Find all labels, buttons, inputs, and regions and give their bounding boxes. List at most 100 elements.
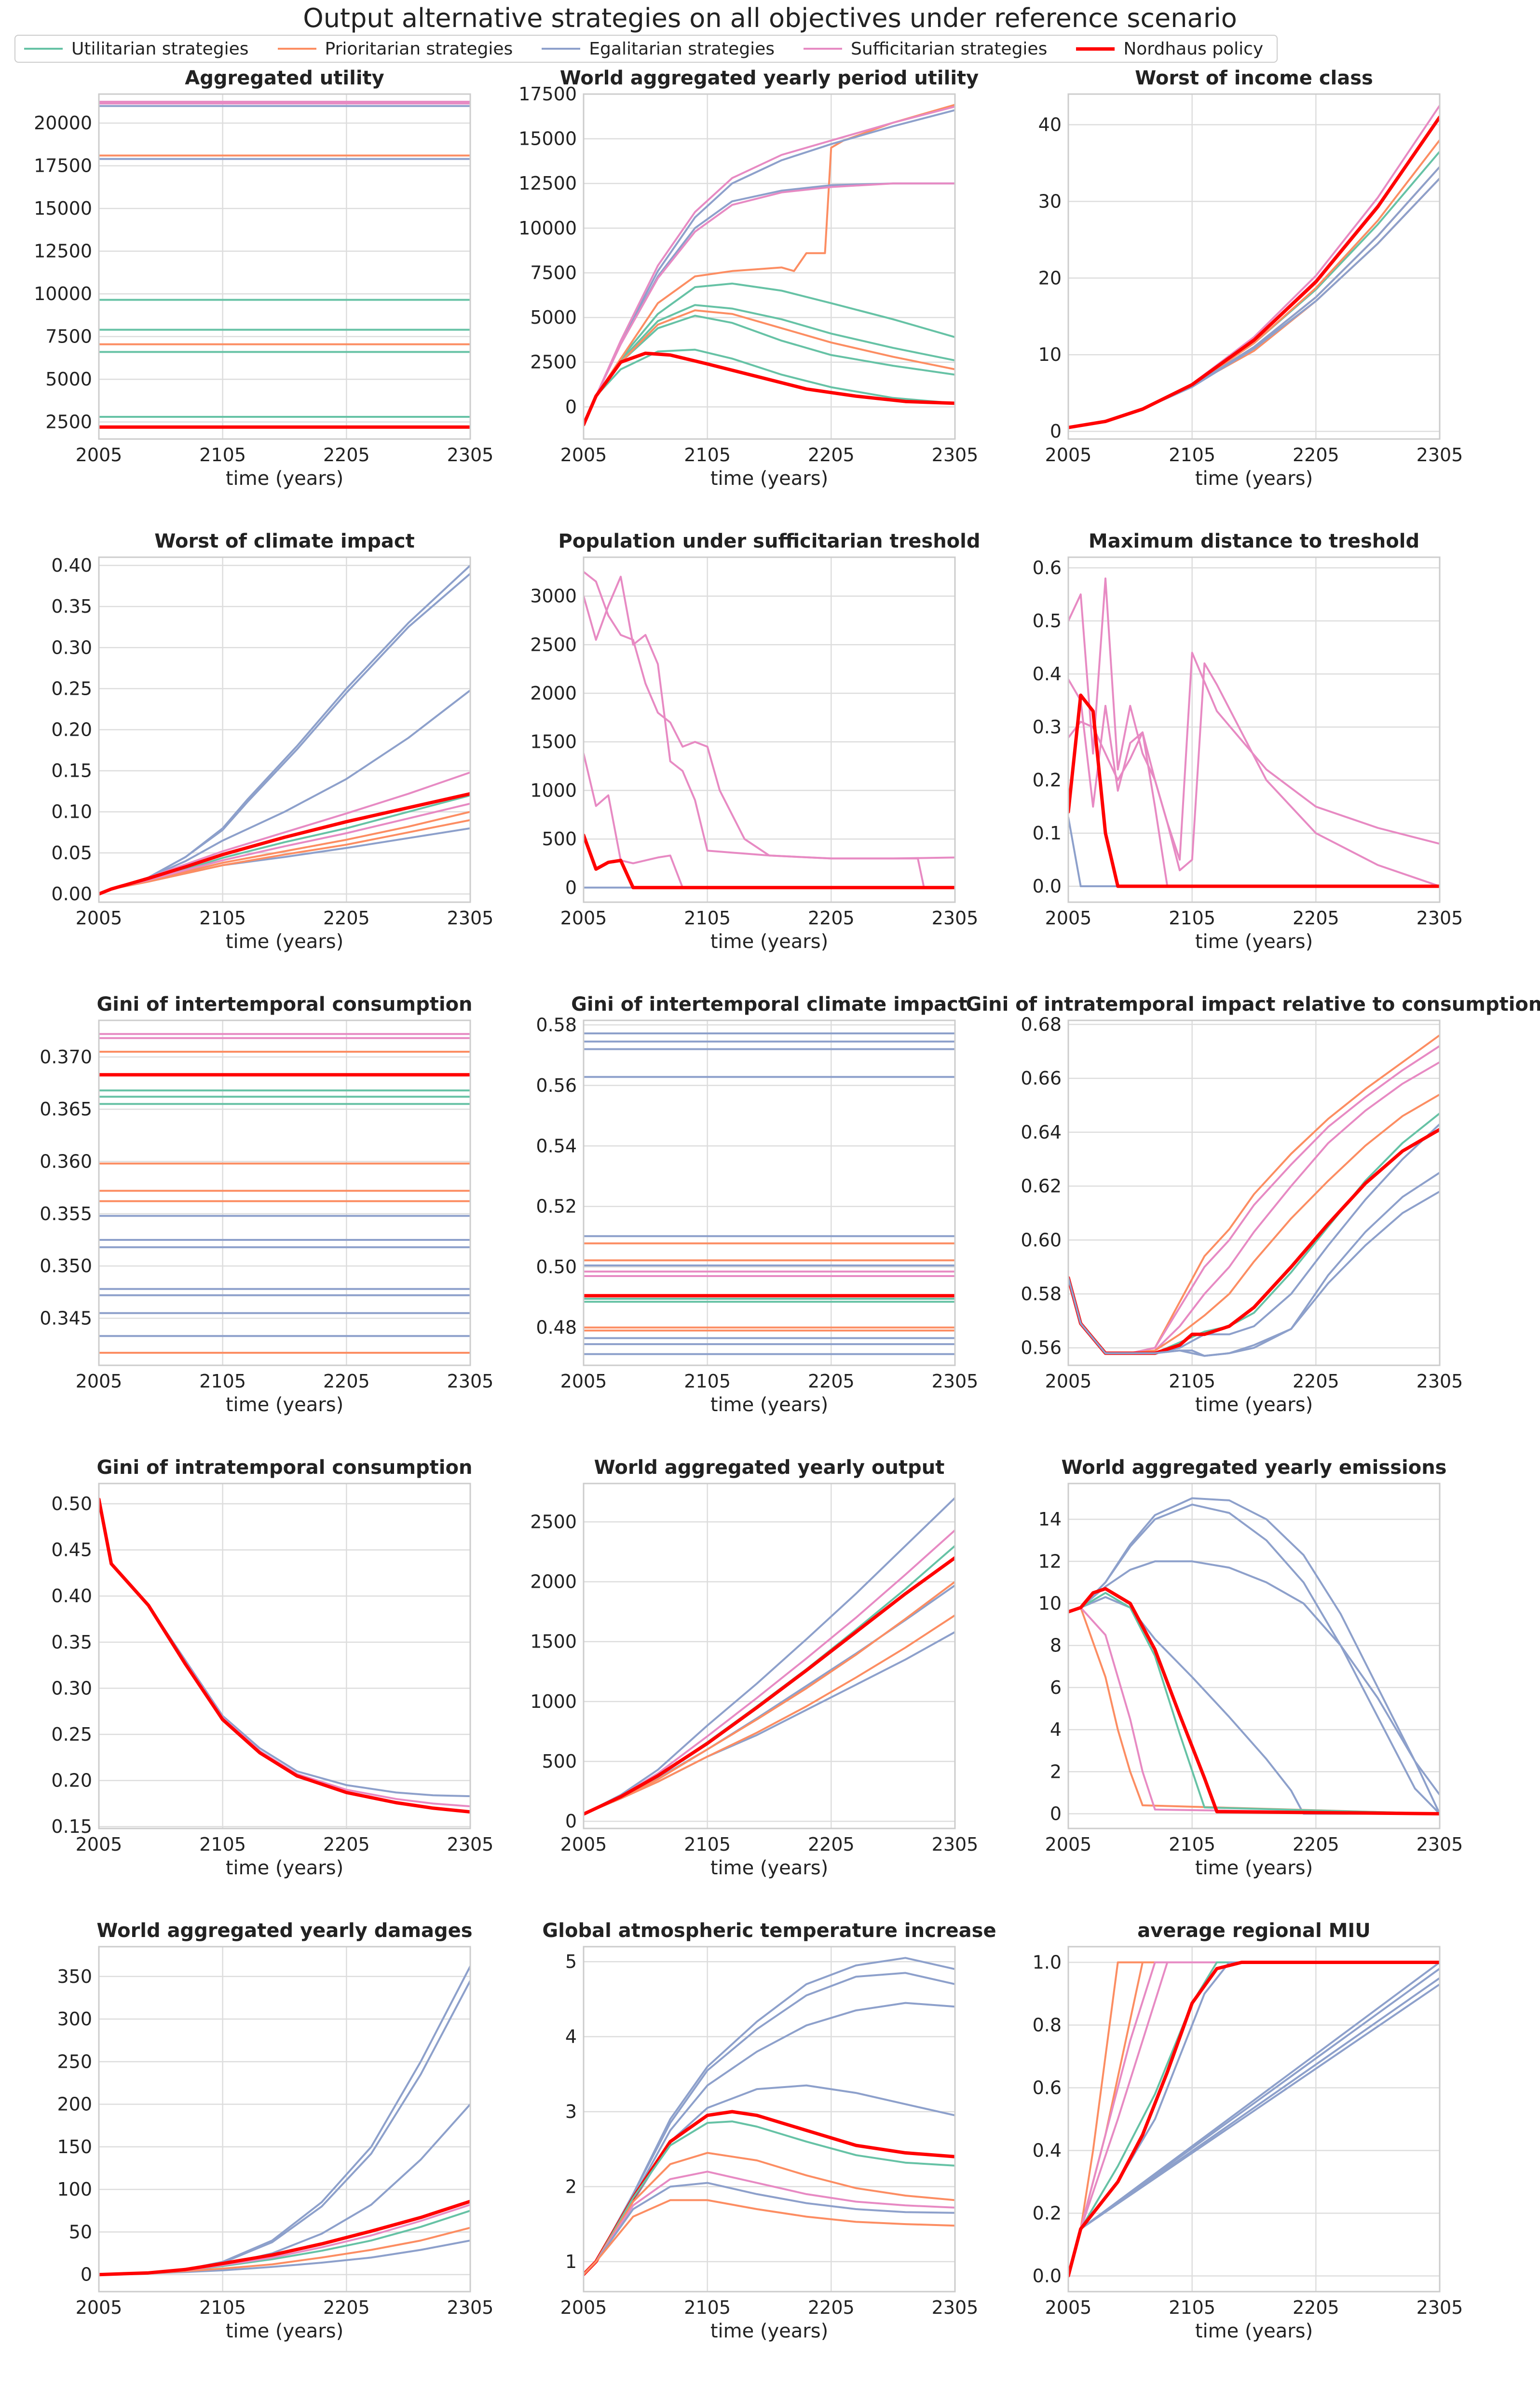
x-tick-label: 2305 (447, 444, 494, 466)
x-axis-label: time (years) (710, 467, 828, 490)
x-axis-label: time (years) (710, 2320, 828, 2342)
y-tick-label: 3000 (530, 586, 577, 607)
series-line (1068, 1983, 1440, 2277)
y-tick-label: 0.355 (40, 1203, 92, 1224)
y-tick-label: 150 (57, 2136, 92, 2157)
x-tick-label: 2205 (1293, 2297, 1339, 2318)
chart-panel: 2005 2105 2205 2305 0.345 0.350 0.355 0.360 0.36… (40, 993, 493, 1416)
x-tick-label: 2205 (808, 907, 855, 929)
chart-panel: 2005 2105 2205 2305 0.0 0.2 0.4 0.6 0.8 1.0 averag… (1033, 1920, 1463, 2342)
series-line (1068, 115, 1440, 429)
series-line (1068, 1123, 1440, 1354)
series-line (1068, 1093, 1440, 1354)
series-line (584, 1580, 955, 1815)
x-tick-label: 2305 (447, 907, 494, 929)
y-tick-label: 1.0 (1033, 1952, 1062, 1973)
x-tick-label: 2005 (560, 907, 607, 929)
y-tick-label: 0.56 (536, 1075, 577, 1096)
series-line (1068, 151, 1440, 429)
chart-title: World aggregated yearly output (594, 1457, 945, 1479)
series-line (1068, 1497, 1440, 1815)
x-tick-label: 2305 (932, 1371, 979, 1392)
series-line (584, 1972, 955, 2276)
x-tick-label: 2305 (1417, 444, 1463, 466)
plot-frame (583, 1483, 956, 1829)
y-tick-label: 7500 (45, 326, 92, 347)
series-group (1068, 1034, 1440, 1357)
x-tick-label: 2105 (1169, 1371, 1215, 1392)
y-tick-label: 0.6 (1033, 2077, 1062, 2099)
y-tick-label: 0.4 (1033, 2140, 1062, 2161)
x-tick-label: 2205 (1293, 907, 1339, 929)
x-axis-label: time (years) (710, 1394, 828, 1416)
x-tick-label: 2205 (323, 907, 370, 929)
chart-title: Worst of climate impact (154, 530, 414, 552)
plot-frame (1067, 1483, 1441, 1829)
y-tick-label: 4 (565, 2026, 577, 2047)
x-tick-label: 2005 (76, 1834, 123, 1855)
y-tick-label: 12500 (518, 173, 577, 194)
series-group (99, 564, 470, 896)
y-tick-label: 10000 (34, 283, 92, 304)
series-line (1068, 1587, 1440, 1815)
y-tick-label: 30 (1038, 191, 1062, 212)
series-group (99, 100, 470, 429)
x-axis-label: time (years) (226, 467, 343, 490)
legend-swatch (804, 48, 843, 50)
series-line (1068, 165, 1440, 429)
plot-frame (583, 93, 956, 440)
y-tick-label: 2500 (45, 412, 92, 433)
legend-swatch (277, 48, 316, 50)
series-line (584, 1545, 955, 1815)
y-tick-label: 0.35 (51, 596, 92, 617)
x-tick-label: 2205 (323, 1371, 370, 1392)
y-tick-label: 0.54 (536, 1135, 577, 1156)
y-tick-label: 2000 (530, 683, 577, 704)
series-line (99, 1498, 470, 1808)
y-tick-label: 300 (57, 2008, 92, 2030)
y-tick-label: 20 (1038, 267, 1062, 289)
y-tick-label: 0.40 (51, 1585, 92, 1607)
y-tick-label: 250 (57, 2051, 92, 2072)
chart-title: World aggregated yearly damages (96, 1920, 472, 1942)
chart-title: Population under sufficitarian treshold (558, 530, 980, 552)
y-tick-label: 10 (1038, 344, 1062, 365)
y-tick-label: 1500 (530, 1631, 577, 1652)
y-tick-label: 0.2 (1033, 770, 1062, 791)
plot-frame (583, 556, 956, 903)
series-group (1068, 577, 1440, 888)
chart-title: Gini of intratemporal impact relative to… (966, 993, 1540, 1016)
plot-frame (98, 1483, 471, 1829)
y-tick-label: 0.56 (1021, 1337, 1062, 1359)
x-tick-label: 2105 (684, 1371, 731, 1392)
x-tick-label: 2005 (1045, 444, 1092, 466)
legend-label: Nordhaus policy (1123, 39, 1264, 59)
legend-item-egalitarian: Egalitarian strategies (542, 39, 775, 59)
x-tick-label: 2305 (932, 2297, 979, 2318)
x-tick-label: 2105 (684, 1834, 731, 1855)
chart-panel: 2005 2105 2205 2305 0.00 0.05 0.10 0.15 0.20 0.25… (51, 530, 493, 953)
series-line (584, 2171, 955, 2276)
x-axis-label: time (years) (1195, 1394, 1313, 1416)
series-line (584, 2002, 955, 2276)
y-tick-label: 14 (1038, 1509, 1062, 1530)
x-tick-label: 2305 (1417, 2297, 1463, 2318)
y-tick-label: 0.20 (51, 1770, 92, 1791)
y-tick-label: 0 (565, 1811, 577, 1832)
y-tick-label: 0 (81, 2264, 92, 2285)
x-tick-label: 2305 (932, 1834, 979, 1855)
y-tick-label: 0.1 (1033, 823, 1062, 844)
legend-label: Utilitarian strategies (71, 39, 249, 59)
x-tick-label: 2105 (199, 2297, 246, 2318)
y-tick-label: 5000 (45, 369, 92, 390)
x-tick-label: 2005 (76, 444, 123, 466)
y-tick-label: 0.0 (1033, 2266, 1062, 2287)
y-tick-label: 500 (542, 1751, 577, 1772)
plot-frame (98, 556, 471, 903)
x-tick-label: 2005 (1045, 1371, 1092, 1392)
y-tick-label: 0.0 (1033, 876, 1062, 897)
y-tick-label: 0.58 (536, 1014, 577, 1035)
y-tick-label: 6 (1050, 1677, 1062, 1698)
series-line (1068, 1607, 1440, 1815)
legend-item-sufficitarian: Sufficitarian strategies (804, 39, 1047, 59)
